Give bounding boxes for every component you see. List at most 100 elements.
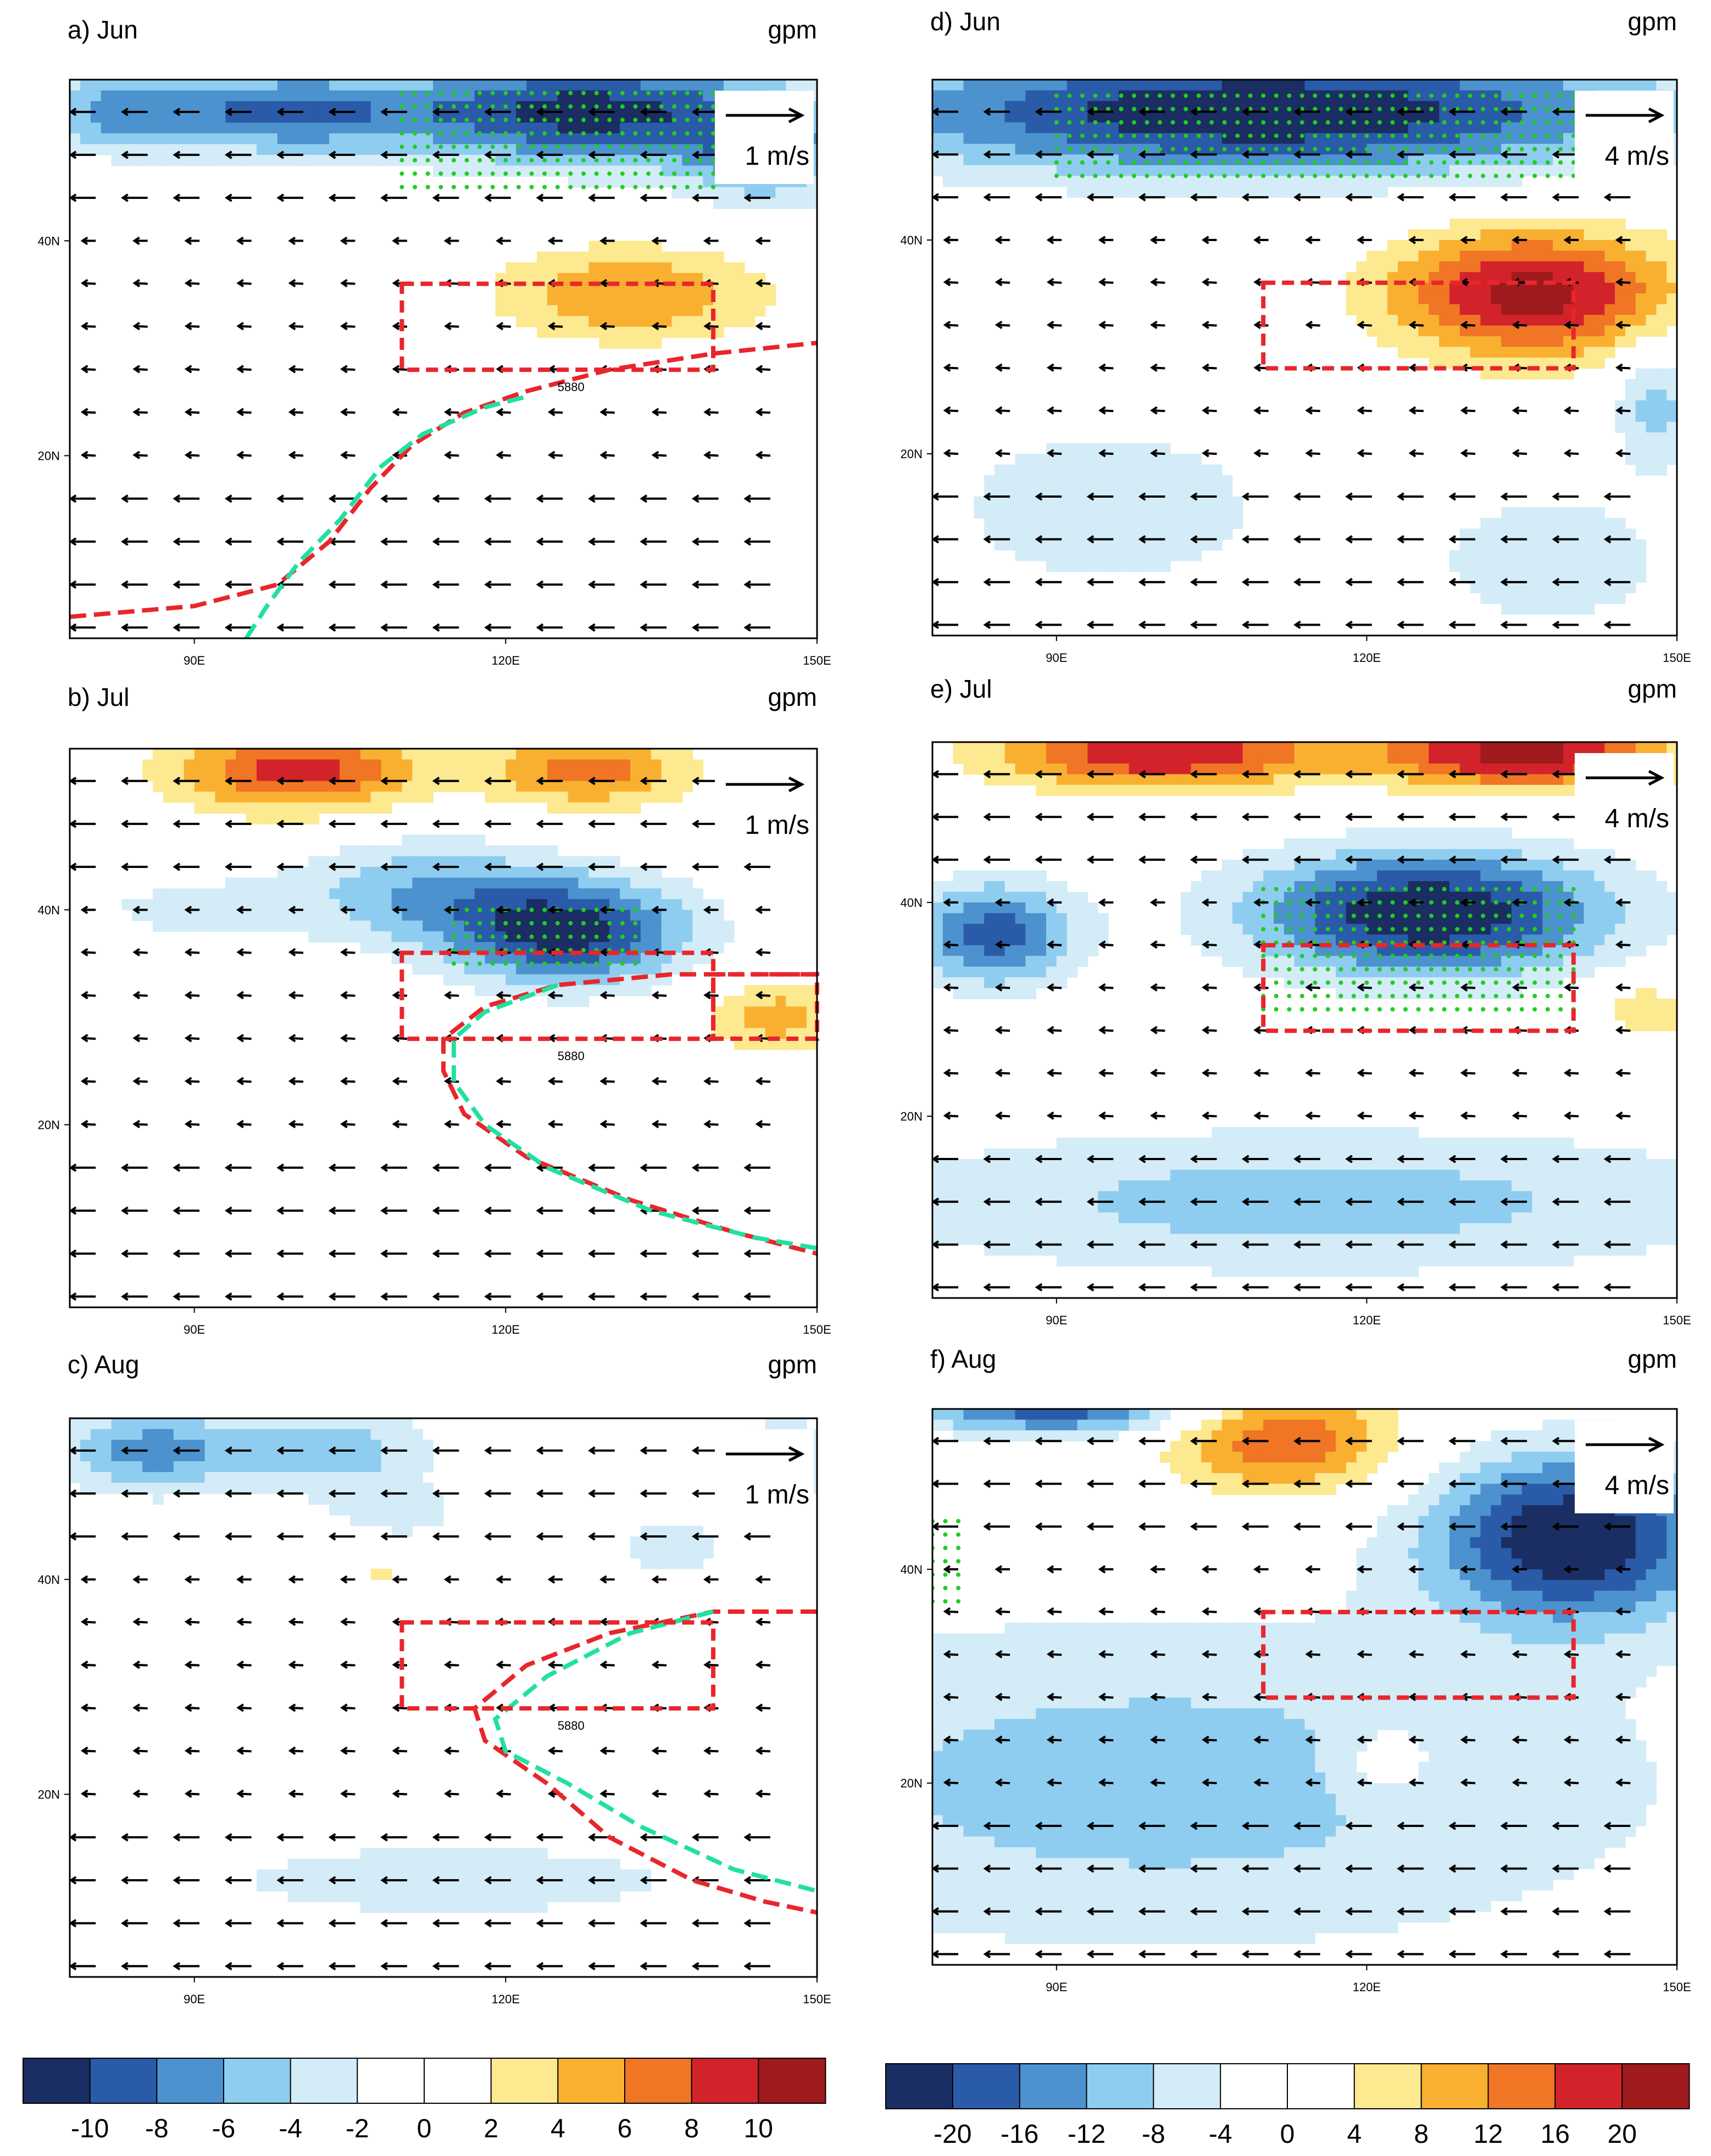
colorbar-swatch [223,2058,292,2104]
colorbar-tick-label: 4 [551,2114,565,2143]
reference-vector-label: 4 m/s [1605,142,1669,171]
colorbar-tick-label: 12 [1474,2120,1503,2149]
x-tick-label: 120E [492,1992,520,2006]
panel-units: gpm [768,683,817,711]
colorbar-tick-label: -12 [1068,2120,1106,2149]
reference-vector-label: 1 m/s [745,1480,809,1509]
y-tick-label: 40N [901,896,923,910]
reference-vector-box [715,1429,814,1523]
x-tick-label: 120E [492,654,520,667]
reference-vector-label: 4 m/s [1605,804,1669,833]
colorbar-tick-label: -20 [934,2120,971,2149]
map-frame [69,1417,818,1978]
contour-label: 5880 [558,1719,585,1732]
colorbar-left: -10 -8 -6 -4 -2 0 2 4 6 8 10 [23,2058,826,2143]
x-tick-label: 90E [184,1323,205,1336]
reference-vector-box [1575,91,1674,184]
panel-e: 4 m/s e) Jul gpm 90E 120E 150E 40N 20N [901,675,1691,1327]
panel-title: c) Aug [68,1350,139,1379]
colorbar-tick-label: -2 [346,2114,369,2143]
colorbar-tick-label: 4 [1347,2120,1362,2149]
y-tick-label: 20N [38,1788,60,1802]
x-tick-label: 90E [184,654,205,667]
panel-a: 5880 1 m/s a) Jun gpm 90E 120E 150E 40N 20N [38,15,831,667]
colorbar-tick-label: 2 [484,2114,498,2143]
ridge-line-green [492,1609,817,1893]
colorbar-tick-label: 16 [1541,2120,1570,2149]
reference-vector-label: 1 m/s [745,811,809,840]
panel-title: a) Jun [68,15,138,44]
colorbar-swatch [1019,2063,1087,2109]
panel-title: d) Jun [930,7,1001,36]
study-region-box [399,950,716,1041]
y-tick-label: 40N [38,1573,60,1586]
x-tick-label: 150E [1663,651,1691,665]
map-frame [931,741,1678,1299]
y-tick-label: 20N [38,449,60,463]
panel-title: f) Aug [930,1345,996,1373]
colorbar-tick-label: 6 [618,2114,632,2143]
panel-title: b) Jul [68,683,129,711]
ridge-line-red [441,972,817,1256]
y-tick-label: 40N [38,903,60,917]
x-tick-label: 90E [1046,651,1067,665]
y-tick-label: 20N [901,1110,923,1123]
panel-c: 5880 1 m/s c) Aug gpm 90E 120E 150E 40N 20N [38,1350,831,2006]
reference-vector-label: 4 m/s [1605,1471,1669,1500]
colorbar-swatch [1621,2063,1690,2109]
reference-vector-box [1575,1420,1674,1513]
reference-vector-head [1648,1436,1665,1453]
reference-vector-box [1575,753,1674,846]
panel-units: gpm [768,15,817,44]
x-tick-label: 150E [803,654,831,667]
reference-vector-head [788,107,805,124]
colorbar-swatch [89,2058,158,2104]
colorbar-tick-label: 0 [1280,2120,1295,2149]
study-region-box [399,1620,716,1711]
colorbar-swatch [1554,2063,1623,2109]
map-frame [69,748,818,1308]
significance-stipple [1261,887,1576,1012]
study-region-box [1261,943,1576,1033]
reference-vector-head [788,776,805,793]
ridge-line-red [70,341,817,619]
colorbar-swatch [290,2058,358,2104]
colorbar-swatch [885,2063,954,2109]
x-tick-label: 90E [184,1992,205,2006]
y-tick-label: 40N [901,1563,923,1576]
y-tick-label: 20N [901,447,923,461]
panel-units: gpm [768,1350,817,1379]
colorbar-tick-label: -8 [145,2114,169,2143]
x-tick-label: 120E [1353,1980,1381,1994]
colorbar-tick-label: -6 [212,2114,236,2143]
colorbar-tick-label: 8 [1414,2120,1429,2149]
x-tick-label: 150E [803,1992,831,2006]
colorbar-tick-label: 10 [744,2114,773,2143]
panel-units: gpm [1628,675,1677,703]
colorbar-swatch [1287,2063,1356,2109]
anomaly-field [932,742,1677,1277]
colorbar-swatch [1420,2063,1489,2109]
colorbar-swatch [424,2058,492,2104]
colorbar-swatch [1220,2063,1288,2109]
colorbar-right: -20 -16 -12 -8 -4 0 4 8 12 16 20 [885,2063,1690,2149]
reference-vector-box [715,760,814,853]
anomaly-field [932,1409,1677,1944]
reference-vector-head [1648,107,1665,124]
significance-stipple [1054,93,1576,179]
colorbar-swatch [557,2058,626,2104]
y-tick-label: 40N [901,233,923,247]
panel-f: 4 m/s f) Aug gpm 90E 120E 150E 40N 20N [901,1345,1691,1994]
study-region-box [399,281,716,372]
colorbar-swatch [1487,2063,1556,2109]
colorbar-swatch [691,2058,759,2104]
anomaly-field [932,80,1677,615]
panel-units: gpm [1628,7,1677,36]
ridge-line-green [451,983,817,1251]
wind-vectors [932,770,1631,1292]
wind-vectors [70,1446,771,1971]
reference-vector-head [788,1446,805,1462]
map-frame [931,1408,1678,1966]
colorbar-swatch [156,2058,225,2104]
